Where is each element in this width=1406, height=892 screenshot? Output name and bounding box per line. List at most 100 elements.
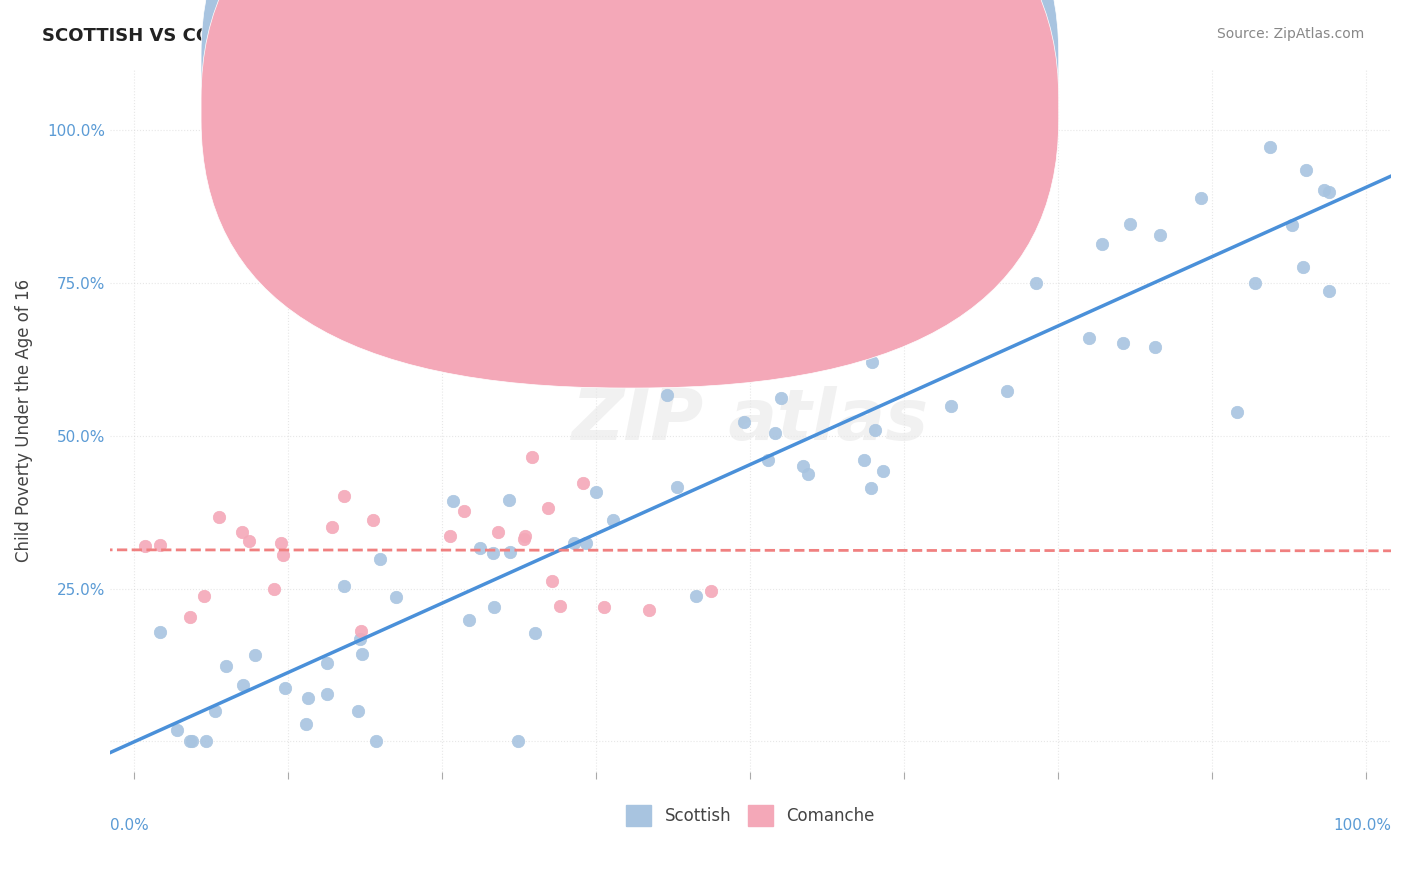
Point [548, 599, 571, 613]
Point [166, 723, 188, 738]
Point [513, 533, 536, 547]
Point [232, 677, 254, 691]
Point [939, 399, 962, 413]
Point [315, 657, 337, 671]
Point [498, 492, 520, 507]
Point [853, 453, 876, 467]
Point [134, 539, 156, 553]
Point [540, 574, 562, 588]
Point [243, 648, 266, 663]
Point [733, 415, 755, 429]
Point [1292, 260, 1315, 274]
Point [700, 584, 723, 599]
Point [872, 464, 894, 478]
Point [1313, 183, 1336, 197]
Point [1078, 331, 1101, 345]
Point [498, 545, 520, 559]
Point [524, 626, 547, 640]
Point [361, 513, 384, 527]
Point [665, 480, 688, 494]
Point [347, 704, 370, 718]
Point [439, 529, 461, 543]
Point [1243, 277, 1265, 291]
Text: ZIP atlas: ZIP atlas [572, 385, 929, 455]
Point [520, 450, 543, 464]
Point [655, 388, 678, 402]
Point [1111, 336, 1133, 351]
Point [193, 590, 215, 604]
Point [263, 582, 285, 597]
Point [1119, 217, 1142, 231]
Point [1191, 191, 1213, 205]
Point [333, 579, 356, 593]
Point [592, 599, 614, 614]
Point [537, 500, 560, 515]
Point [457, 613, 479, 627]
Point [231, 524, 253, 539]
Point [1025, 276, 1047, 290]
Point [484, 599, 506, 614]
Point [572, 475, 595, 490]
Point [1317, 185, 1340, 199]
Text: R = 0.746   N = 69: R = 0.746 N = 69 [640, 54, 810, 71]
Point [470, 541, 492, 555]
Point [602, 513, 624, 527]
Point [297, 691, 319, 706]
Point [441, 494, 464, 508]
Point [453, 504, 475, 518]
Point [769, 391, 792, 405]
Point [1226, 405, 1249, 419]
Point [315, 687, 337, 701]
Point [1091, 237, 1114, 252]
Text: Source: ZipAtlas.com: Source: ZipAtlas.com [1216, 27, 1364, 41]
Point [215, 658, 238, 673]
Point [364, 734, 387, 748]
Point [194, 734, 217, 748]
Point [863, 423, 886, 437]
Point [562, 536, 585, 550]
Point [1295, 162, 1317, 177]
Point [321, 520, 343, 534]
Point [238, 533, 260, 548]
Point [508, 734, 530, 748]
Point [486, 524, 509, 539]
Text: R = 0.085   N = 27: R = 0.085 N = 27 [640, 98, 810, 116]
Text: SCOTTISH VS COMANCHE CHILD POVERTY UNDER THE AGE OF 16 CORRELATION CHART: SCOTTISH VS COMANCHE CHILD POVERTY UNDER… [42, 27, 921, 45]
Point [792, 458, 814, 473]
Point [270, 536, 292, 550]
Point [1281, 218, 1303, 232]
Point [208, 510, 231, 524]
Point [350, 624, 373, 638]
Point [179, 610, 201, 624]
Point [1317, 284, 1340, 298]
Point [148, 538, 170, 552]
Point [295, 717, 318, 731]
Point [482, 546, 505, 560]
Point [877, 156, 900, 170]
Point [995, 384, 1018, 399]
Point [349, 632, 371, 647]
Point [756, 453, 779, 467]
Legend: Scottish, Comanche: Scottish, Comanche [617, 797, 883, 834]
Text: 0.0%: 0.0% [110, 818, 149, 833]
Point [370, 552, 392, 566]
Point [575, 536, 598, 550]
Point [1258, 140, 1281, 154]
Point [513, 528, 536, 542]
Point [585, 484, 607, 499]
Point [274, 681, 297, 696]
Point [333, 489, 356, 503]
Point [149, 624, 172, 639]
Point [763, 426, 786, 441]
Text: 100.0%: 100.0% [1333, 818, 1391, 833]
Point [1149, 228, 1171, 243]
Y-axis label: Child Poverty Under the Age of 16: Child Poverty Under the Age of 16 [15, 278, 32, 562]
Point [638, 603, 661, 617]
Point [179, 734, 201, 748]
Point [966, 266, 988, 280]
Point [685, 589, 707, 603]
Point [273, 548, 295, 562]
Point [797, 467, 820, 481]
Point [1144, 340, 1167, 354]
Point [180, 734, 202, 748]
